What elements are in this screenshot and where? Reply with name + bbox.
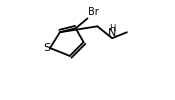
Text: N: N (108, 28, 116, 38)
Text: S: S (43, 43, 50, 53)
Text: Br: Br (89, 8, 99, 18)
Text: H: H (109, 24, 115, 33)
